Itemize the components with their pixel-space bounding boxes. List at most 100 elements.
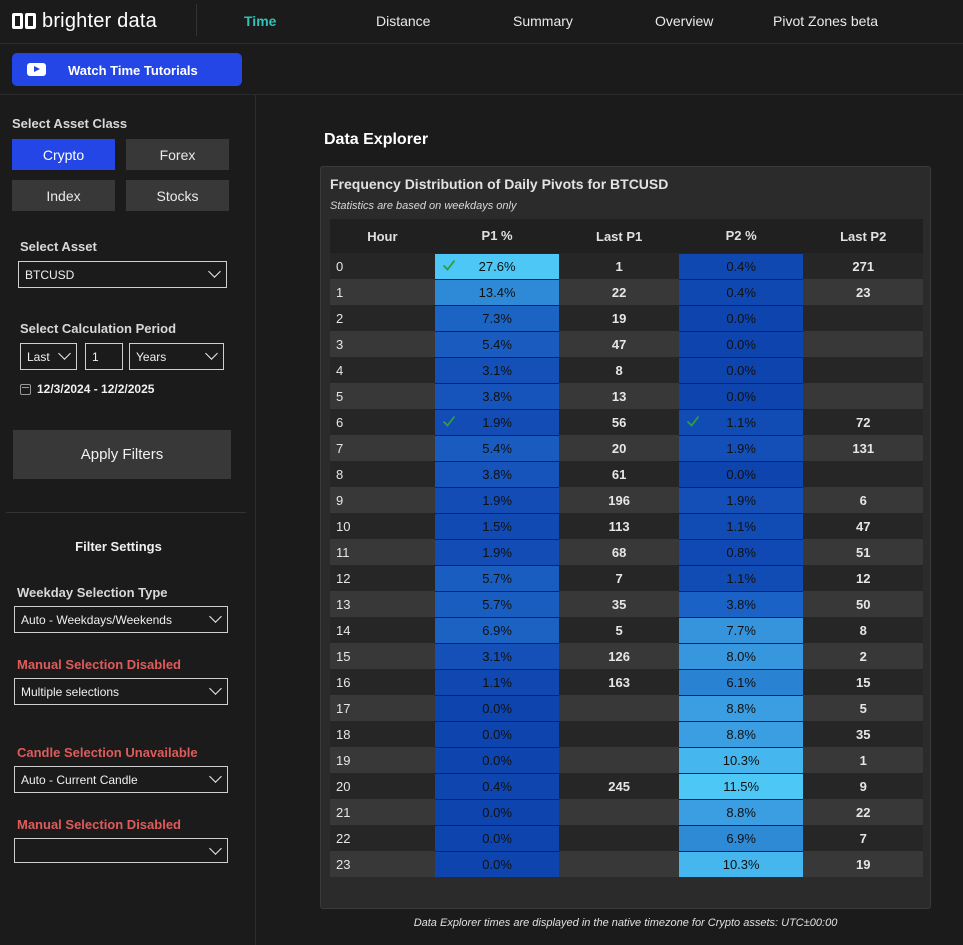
column-header-hour[interactable]: Hour xyxy=(330,219,435,253)
panel-title: Frequency Distribution of Daily Pivots f… xyxy=(330,176,669,192)
period-mode-value: Last xyxy=(27,349,50,364)
last-p2-cell-value: 23 xyxy=(855,284,871,300)
date-range-text: 12/3/2024 - 12/2/2025 xyxy=(37,382,155,396)
table-row: 21 0.0% 8.8% 22 xyxy=(330,798,923,825)
table-row: 15 3.1% 126 8.0% 2 xyxy=(330,642,923,669)
asset-select[interactable]: BTCUSD xyxy=(18,261,227,288)
asset-class-forex-button[interactable]: Forex xyxy=(126,139,229,170)
hour-cell: 16 xyxy=(330,669,435,695)
last-p1-cell: 19 xyxy=(559,305,679,331)
table-row: 22 0.0% 6.9% 7 xyxy=(330,824,923,851)
select-asset-label: Select Asset xyxy=(20,239,97,254)
hour-cell: 14 xyxy=(330,617,435,643)
asset-class-stocks-button[interactable]: Stocks xyxy=(126,180,229,211)
last-p1-cell-value: 20 xyxy=(611,440,627,456)
p1-pct-cell-value: 0.0% xyxy=(482,726,512,742)
last-p2-cell: 1 xyxy=(803,747,923,773)
table-row: 9 1.9% 196 1.9% 6 xyxy=(330,486,923,513)
p1-pct-cell-value: 1.1% xyxy=(482,674,512,690)
hour-cell: 5 xyxy=(330,383,435,409)
last-p1-cell: 47 xyxy=(559,331,679,357)
p2-pct-cell-value: 0.4% xyxy=(726,258,756,274)
last-p2-cell: 7 xyxy=(803,825,923,851)
asset-class-crypto-button[interactable]: Crypto xyxy=(12,139,115,170)
hour-cell-value: 14 xyxy=(336,622,351,638)
last-p2-cell-value: 47 xyxy=(855,518,871,534)
p2-pct-cell-value: 11.5% xyxy=(723,778,760,794)
p2-pct-cell: 1.1% xyxy=(678,408,804,435)
table-row: 12 5.7% 7 1.1% 12 xyxy=(330,564,923,591)
p2-pct-cell: 0.4% xyxy=(678,252,804,279)
apply-filters-button[interactable]: Apply Filters xyxy=(13,430,231,479)
last-p1-cell-value: 47 xyxy=(611,336,627,352)
period-mode-select[interactable]: Last xyxy=(20,343,77,370)
manual-selection-disabled-label-2: Manual Selection Disabled xyxy=(17,817,181,832)
column-header-last-p2[interactable]: Last P2 xyxy=(803,219,923,253)
hour-cell-value: 19 xyxy=(336,752,351,768)
table-row: 14 6.9% 5 7.7% 8 xyxy=(330,616,923,643)
last-p1-cell-value: 1 xyxy=(615,258,623,274)
last-p1-cell xyxy=(559,851,679,877)
p2-pct-cell: 10.3% xyxy=(678,746,804,773)
table-row: 8 3.8% 61 0.0% xyxy=(330,460,923,487)
p2-pct-cell-value: 1.1% xyxy=(726,570,756,586)
p1-pct-cell: 0.0% xyxy=(434,798,560,825)
hour-cell-value: 1 xyxy=(336,284,344,300)
column-header-p2-pct[interactable]: P2 % xyxy=(678,219,804,253)
table-row: 6 1.9% 56 1.1% 72 xyxy=(330,408,923,435)
p2-pct-cell-value: 0.4% xyxy=(726,284,756,300)
p2-pct-cell: 6.1% xyxy=(678,668,804,695)
p2-pct-cell-value: 1.9% xyxy=(726,440,756,456)
chevron-down-icon xyxy=(209,842,222,855)
data-explorer-title: Data Explorer xyxy=(324,131,429,148)
p1-pct-cell-value: 1.9% xyxy=(482,492,512,508)
last-p1-cell: 35 xyxy=(559,591,679,617)
asset-class-index-button[interactable]: Index xyxy=(12,180,115,211)
table-row: 13 5.7% 35 3.8% 50 xyxy=(330,590,923,617)
p2-pct-cell: 0.0% xyxy=(678,330,804,357)
p2-pct-cell-value: 3.8% xyxy=(726,596,756,612)
tab-distance[interactable]: Distance xyxy=(376,13,431,29)
hour-cell-value: 7 xyxy=(336,440,344,456)
tab-summary[interactable]: Summary xyxy=(513,13,573,29)
candle-selection-select[interactable]: Auto - Current Candle xyxy=(14,766,228,793)
last-p1-cell: 68 xyxy=(559,539,679,565)
manual-selection-select[interactable]: Multiple selections xyxy=(14,678,228,705)
hour-cell: 7 xyxy=(330,435,435,461)
p2-pct-cell: 1.9% xyxy=(678,486,804,513)
last-p2-cell xyxy=(803,305,923,331)
logo[interactable]: brighter data xyxy=(12,9,157,33)
hour-cell-value: 17 xyxy=(336,700,351,716)
watch-tutorials-button[interactable]: Watch Time Tutorials xyxy=(12,53,242,86)
p1-pct-cell: 0.0% xyxy=(434,720,560,747)
hour-cell-value: 11 xyxy=(336,544,350,560)
p2-pct-cell-value: 8.8% xyxy=(726,726,756,742)
last-p2-cell-value: 12 xyxy=(855,570,871,586)
hour-cell: 10 xyxy=(330,513,435,539)
weekday-selection-select[interactable]: Auto - Weekdays/Weekends xyxy=(14,606,228,633)
p1-pct-cell: 1.5% xyxy=(434,512,560,539)
p2-pct-cell: 0.0% xyxy=(678,304,804,331)
last-p1-cell-value: 113 xyxy=(608,518,630,534)
period-unit-select[interactable]: Years xyxy=(129,343,224,370)
last-p1-cell: 61 xyxy=(559,461,679,487)
p1-pct-cell-value: 0.0% xyxy=(482,830,512,846)
hour-cell-value: 6 xyxy=(336,414,344,430)
hour-cell-value: 4 xyxy=(336,362,344,378)
p1-pct-cell-value: 7.3% xyxy=(482,310,512,326)
p2-pct-cell-value: 0.0% xyxy=(726,310,756,326)
check-icon xyxy=(442,258,456,272)
nav-divider xyxy=(196,4,197,36)
manual-selection-select-2[interactable] xyxy=(14,838,228,863)
tab-pivot-zones[interactable]: Pivot Zones beta xyxy=(773,13,879,29)
last-p2-cell: 72 xyxy=(803,409,923,435)
tab-time[interactable]: Time xyxy=(244,13,277,29)
last-p2-cell-value: 72 xyxy=(855,414,871,430)
column-header-last-p1[interactable]: Last P1 xyxy=(559,219,679,253)
p2-pct-cell-value: 8.8% xyxy=(726,804,756,820)
column-header-p1-pct[interactable]: P1 % xyxy=(434,219,560,253)
tab-overview[interactable]: Overview xyxy=(655,13,714,29)
p1-pct-cell-value: 1.9% xyxy=(482,544,512,560)
period-count-input[interactable]: 1 xyxy=(85,343,123,370)
hour-cell-value: 3 xyxy=(336,336,344,352)
